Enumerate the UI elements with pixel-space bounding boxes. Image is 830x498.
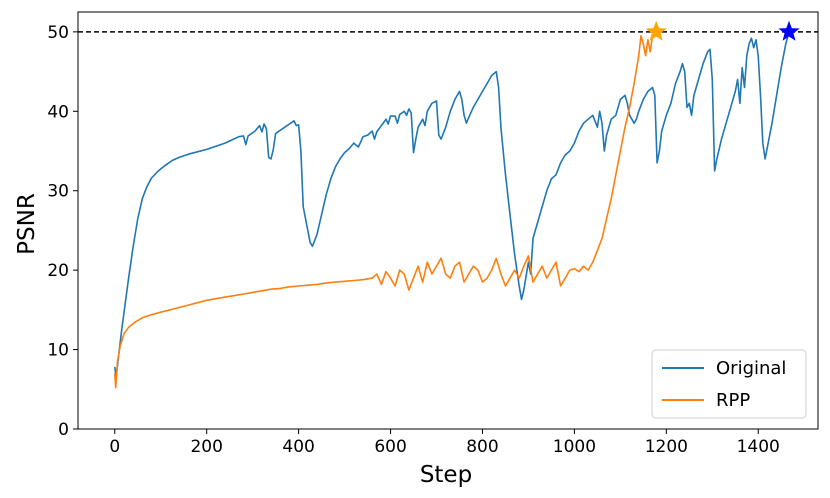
y-axis-ticks: 0 10 20 30 40 50: [47, 23, 78, 440]
x-axis-label: Step: [420, 462, 472, 488]
legend-label-original: Original: [716, 358, 786, 379]
legend-label-rpp: RPP: [716, 390, 750, 411]
y-tick-label: 30: [47, 182, 69, 202]
series-lines: [114, 31, 790, 389]
x-tick-label: 600: [374, 437, 406, 457]
plot-frame: [77, 11, 819, 430]
series-line-original: [114, 31, 790, 379]
star-marker-rpp: [645, 20, 667, 41]
series-markers: [645, 20, 800, 41]
legend: Original RPP: [651, 349, 807, 419]
y-tick-label: 0: [58, 420, 69, 440]
x-tick-label: 1000: [553, 437, 596, 457]
series-line-rpp: [114, 31, 657, 389]
y-tick-label: 50: [47, 23, 69, 43]
x-axis-ticks: 0 200 400 600 800 1000 1200 1400: [109, 429, 780, 457]
x-tick-label: 200: [190, 437, 222, 457]
x-tick-label: 1400: [737, 437, 780, 457]
x-tick-label: 0: [109, 437, 120, 457]
y-tick-label: 40: [47, 102, 69, 122]
y-tick-label: 10: [47, 341, 69, 361]
y-axis-label: PSNR: [14, 193, 40, 255]
plot-area: [78, 20, 818, 389]
y-tick-label: 20: [47, 261, 69, 281]
star-marker-original: [778, 20, 800, 41]
x-tick-label: 400: [282, 437, 314, 457]
x-tick-label: 800: [466, 437, 498, 457]
x-tick-label: 1200: [645, 437, 688, 457]
